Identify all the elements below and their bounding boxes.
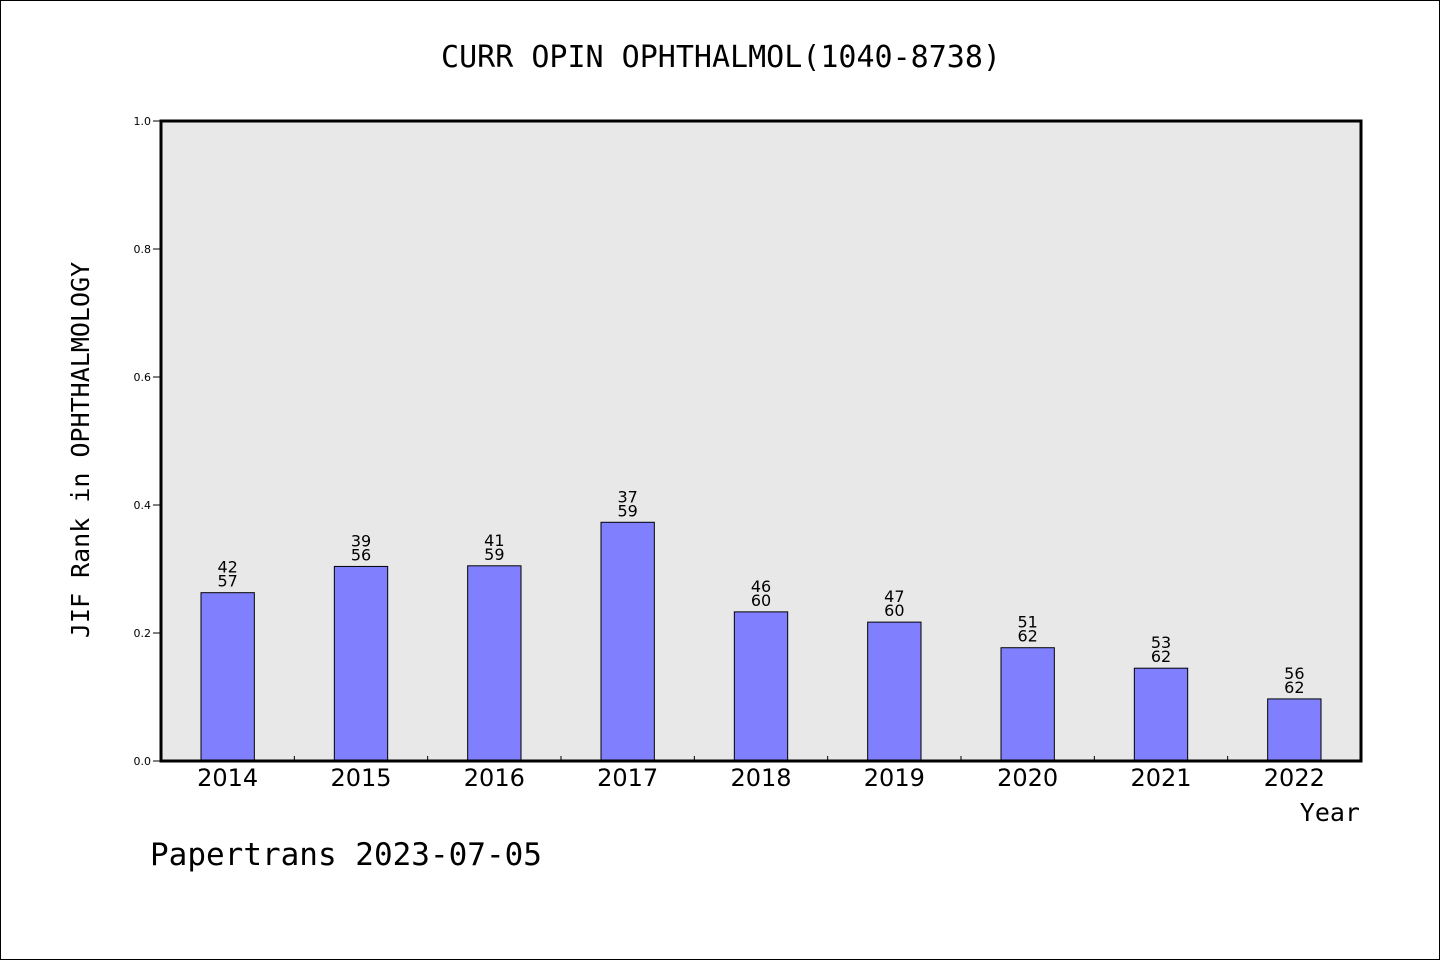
bar	[600, 521, 655, 762]
bar	[467, 565, 522, 762]
x-tick-label: 2019	[864, 764, 925, 792]
y-tick-label: 0.4	[134, 499, 152, 512]
bar	[1000, 647, 1055, 762]
chart-title: CURR OPIN OPHTHALMOL(1040-8738)	[441, 40, 1001, 75]
data-label-rank: 47	[884, 587, 904, 606]
x-tick-label: 2021	[1130, 764, 1191, 792]
x-axis-label: Year	[1300, 798, 1360, 827]
data-label-total: 60	[884, 601, 904, 620]
x-tick-label: 2018	[730, 764, 791, 792]
x-tick-label: 2022	[1264, 764, 1325, 792]
data-label-rank: 56	[1284, 664, 1304, 683]
bar	[1133, 667, 1189, 762]
data-label-rank: 41	[484, 531, 504, 550]
data-label-rank: 39	[351, 531, 371, 550]
data-label-rank: 53	[1151, 633, 1171, 652]
data-label-total: 57	[217, 572, 237, 591]
data-label-rank: 46	[751, 577, 771, 596]
x-tick-label: 2017	[597, 764, 658, 792]
data-label-total: 56	[351, 545, 371, 564]
bar	[200, 592, 255, 762]
bar	[333, 565, 389, 762]
bar	[1267, 698, 1322, 762]
y-tick-label: 0.2	[134, 627, 152, 640]
data-label-total: 60	[751, 591, 771, 610]
bar	[733, 611, 789, 762]
bar-series	[200, 521, 1322, 762]
y-tick-label: 0.6	[134, 371, 152, 384]
data-label-rank: 42	[217, 558, 237, 577]
x-axis: 2014 2015 2016 2017 2018 2019 2020 2021 2022	[197, 756, 1325, 792]
y-axis: 0.0 0.2 0.4 0.6 0.8 1.0	[134, 115, 161, 768]
y-axis-label: JIF Rank in OPHTHALMOLOGY	[66, 262, 95, 638]
y-tick-label: 0.0	[134, 755, 152, 768]
plot-frame	[159, 119, 1363, 763]
x-tick-label: 2015	[330, 764, 391, 792]
x-tick-label: 2014	[197, 764, 258, 792]
y-tick-label: 0.8	[134, 243, 152, 256]
data-label-total: 62	[1017, 627, 1037, 646]
footer-credit: Papertrans 2023-07-05	[150, 837, 542, 873]
data-label-rank: 51	[1017, 613, 1037, 632]
x-tick-label: 2020	[997, 764, 1058, 792]
bar	[867, 621, 922, 762]
data-label-total: 59	[484, 545, 504, 564]
y-tick-label: 1.0	[134, 115, 152, 128]
data-label-total: 62	[1151, 647, 1171, 666]
x-tick-label: 2016	[464, 764, 525, 792]
data-label-total: 62	[1284, 678, 1304, 697]
data-label-total: 59	[617, 501, 637, 520]
data-label-rank: 37	[617, 487, 637, 506]
